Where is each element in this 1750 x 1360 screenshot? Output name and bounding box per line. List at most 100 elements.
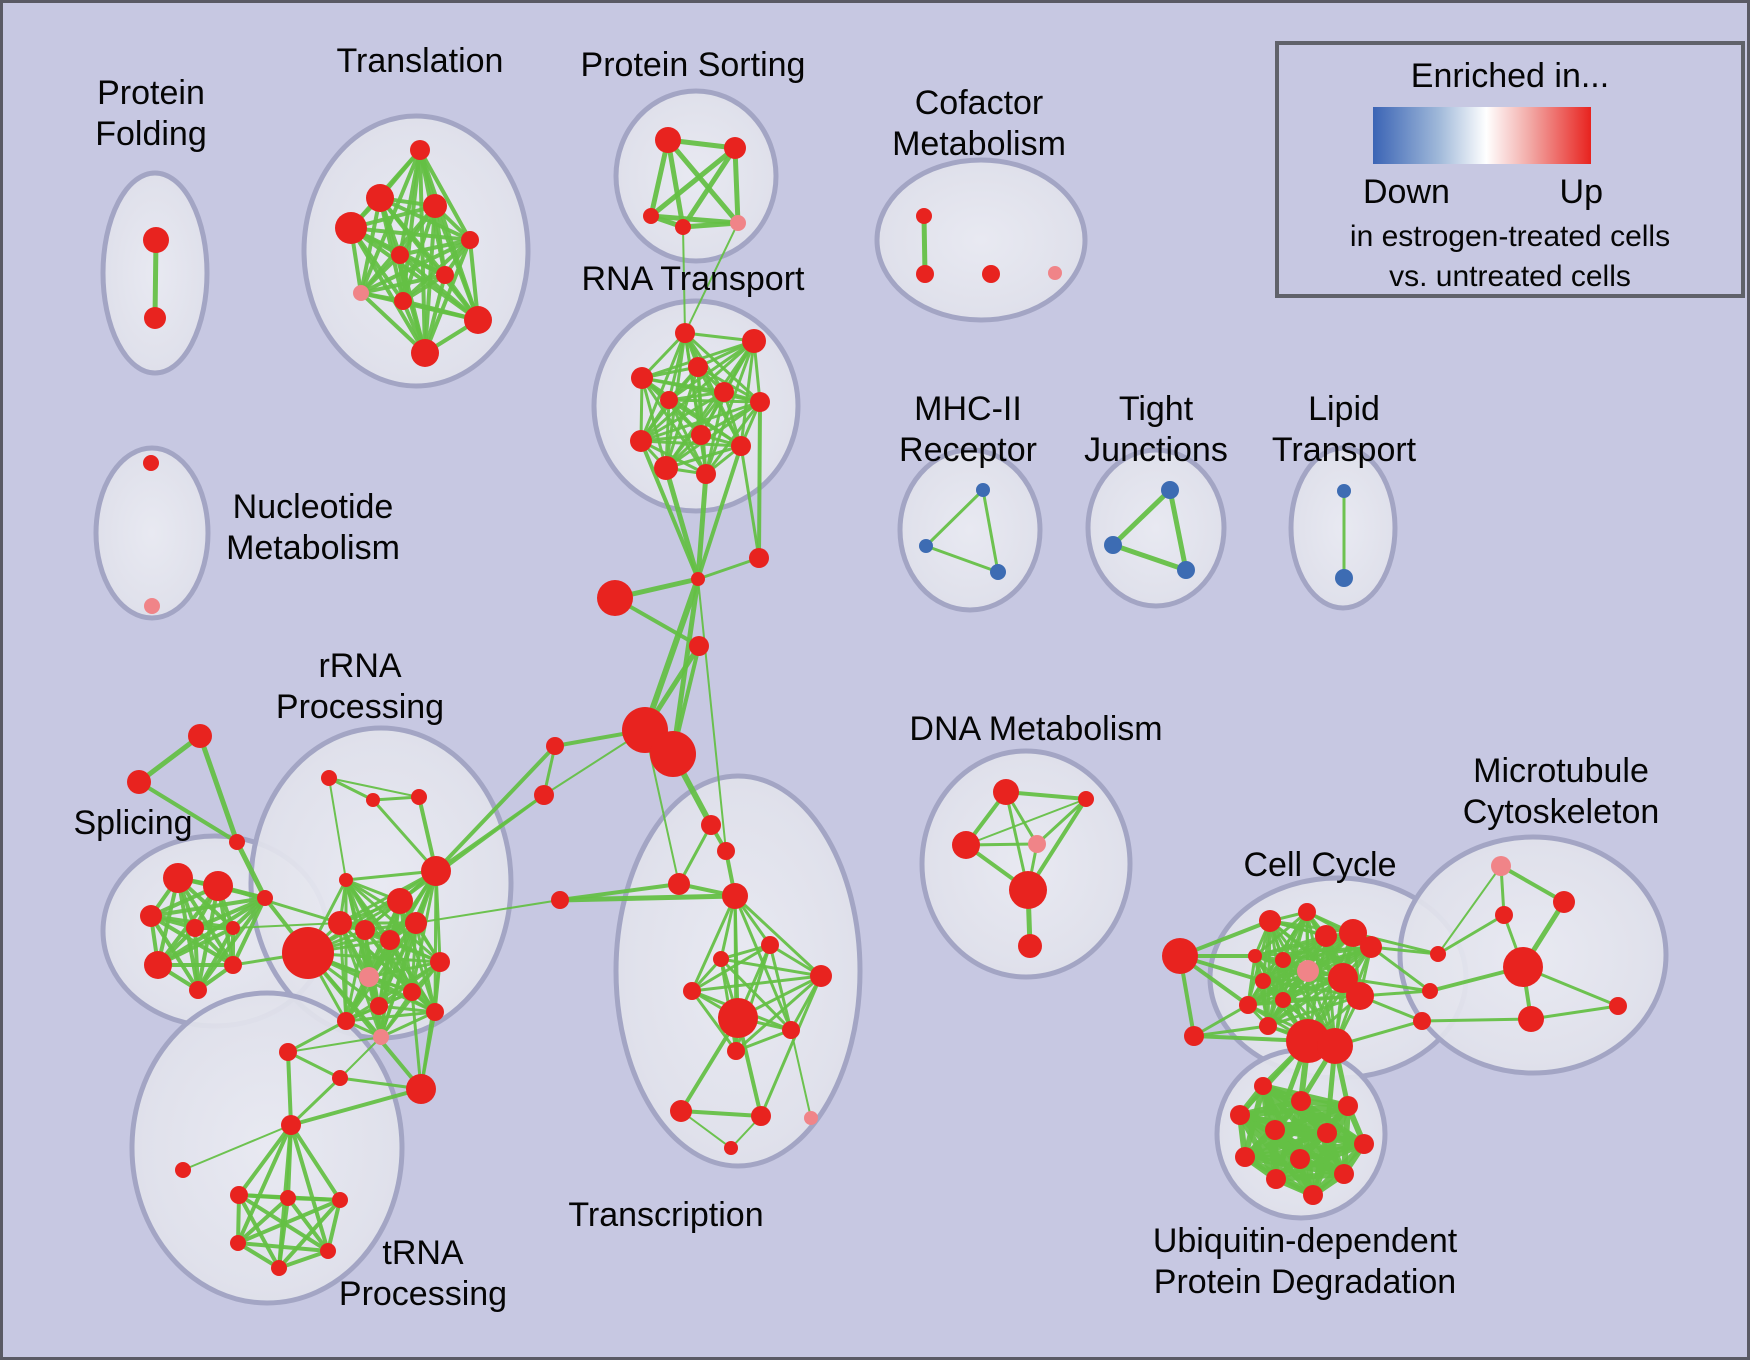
edge-U6-U9 <box>1273 1141 1367 1182</box>
edge-X0-X1 <box>136 733 203 785</box>
gene-set-node-T1 <box>366 184 394 212</box>
gene-set-node-L1 <box>1335 569 1353 587</box>
gene-set-node-TH5 <box>271 1260 287 1276</box>
edge-TX1-M0 <box>697 578 727 852</box>
edge-H0-H1 <box>924 488 985 548</box>
edge-TX6-TX7 <box>690 974 823 993</box>
edge-TH2-TH3 <box>236 1198 342 1245</box>
gene-set-node-N0 <box>143 455 159 471</box>
edge-T5-T9 <box>398 253 480 322</box>
edge-TC0-TH3 <box>236 1123 293 1245</box>
gene-set-node-TX8 <box>718 998 758 1038</box>
gene-set-node-CCL <box>1162 938 1198 974</box>
gene-set-node-MT1 <box>1553 891 1575 913</box>
edge-G24-G25 <box>344 1010 437 1023</box>
gene-set-node-X0 <box>188 724 212 748</box>
edge-A0-A1 <box>152 237 159 321</box>
edge-M8-TX3 <box>557 893 738 903</box>
gene-set-node-G15 <box>339 873 353 887</box>
gene-set-node-S5 <box>144 951 172 979</box>
edge-R11-M0 <box>695 471 709 582</box>
gene-set-node-R2 <box>688 357 708 377</box>
edge-CC7-CC11 <box>1246 969 1310 1007</box>
edge-TX7-TX10 <box>690 989 738 1053</box>
gene-set-node-P0 <box>655 127 681 153</box>
edge-TX5-TX6 <box>719 957 823 978</box>
edge-TH1-TH4 <box>286 1196 330 1253</box>
gene-set-node-D3 <box>1028 835 1046 853</box>
edge-P3-R0 <box>682 226 686 334</box>
edge-TH4-TH5 <box>277 1249 330 1270</box>
cluster-ellipse-mhc-ii-receptor <box>897 447 1043 613</box>
gene-set-node-R4 <box>660 391 678 409</box>
gene-set-node-R7 <box>691 425 711 445</box>
gene-set-node-M1 <box>749 548 769 568</box>
edge-R1-R8 <box>639 339 756 443</box>
gene-set-node-TH1 <box>280 1190 296 1206</box>
edge-S2-S8 <box>149 896 267 918</box>
gene-set-node-CC0 <box>1259 910 1281 932</box>
edge-R6-R8 <box>639 400 762 443</box>
edge-G11-G13 <box>371 798 438 873</box>
edge-R9-M1 <box>739 444 761 560</box>
gene-set-node-G24 <box>337 1012 355 1030</box>
edge-G15-G19 <box>344 878 418 925</box>
gene-set-node-CCr0 <box>1430 946 1446 962</box>
gene-set-node-M0 <box>691 572 705 586</box>
edge-R10-M0 <box>663 465 701 582</box>
edge-Y1-TC0 <box>289 1076 342 1127</box>
gene-set-node-C3 <box>1048 266 1062 280</box>
gene-set-node-S0 <box>163 863 193 893</box>
edge-R0-R8 <box>639 331 687 443</box>
edge-J0-J2 <box>1167 487 1189 573</box>
gene-set-node-G23 <box>370 997 388 1015</box>
gene-set-node-CCr1 <box>1422 983 1438 999</box>
edge-CC4-CCr1 <box>1369 945 1432 993</box>
gene-set-node-L0 <box>1337 484 1351 498</box>
gene-set-node-TX12 <box>751 1106 771 1126</box>
gene-set-node-TH0 <box>230 1186 248 1204</box>
gene-set-node-D0 <box>993 779 1019 805</box>
gene-set-node-TX2 <box>668 873 690 895</box>
gene-set-node-CCr2 <box>1413 1012 1431 1030</box>
edge-H1-H2 <box>924 544 1000 574</box>
gene-set-node-MT5 <box>1609 997 1627 1015</box>
gene-set-node-Y0 <box>279 1043 297 1061</box>
gene-set-node-U1 <box>1291 1091 1311 1111</box>
edge-G10-G12 <box>328 777 420 798</box>
edge-TC0-TH2 <box>289 1123 342 1202</box>
gene-set-node-TH4 <box>320 1243 336 1259</box>
edge-S3-S7 <box>193 926 200 992</box>
gene-set-node-G18 <box>380 930 400 950</box>
edge-TC0-TH4 <box>289 1123 330 1253</box>
gene-set-node-U0 <box>1254 1077 1272 1095</box>
gene-set-node-J2 <box>1177 561 1195 579</box>
gene-set-node-R0 <box>675 323 695 343</box>
edge-X0-X2 <box>197 733 240 845</box>
gene-set-node-T9 <box>464 306 492 334</box>
gene-set-node-T4 <box>461 231 479 249</box>
edge-TH1-TH3 <box>236 1196 290 1245</box>
gene-set-node-X1 <box>127 770 151 794</box>
gene-set-node-G12 <box>411 789 427 805</box>
gene-set-node-TX5 <box>713 951 729 967</box>
gene-set-node-M3 <box>689 636 709 656</box>
gene-set-node-U3 <box>1230 1105 1250 1125</box>
gene-set-node-J1 <box>1104 536 1122 554</box>
gene-set-node-U11 <box>1303 1185 1323 1205</box>
gene-set-node-G17 <box>328 911 352 935</box>
edge-MT0-MT1 <box>1499 864 1566 904</box>
gene-set-node-CC15 <box>1317 1028 1353 1064</box>
edge-T7-T10 <box>359 291 427 355</box>
edge-TH1-TH2 <box>286 1196 342 1202</box>
gene-set-node-CC10 <box>1346 982 1374 1010</box>
gene-set-node-A1 <box>144 307 166 329</box>
gene-set-node-M8 <box>551 891 569 909</box>
edge-D1-D2 <box>965 798 1087 846</box>
edge-Y0-TC0 <box>286 1050 293 1127</box>
edge-TH1-TH5 <box>277 1196 290 1270</box>
edge-TX3-TX7 <box>690 894 737 993</box>
gene-set-node-U6 <box>1354 1134 1374 1154</box>
edge-R8-M0 <box>639 439 700 581</box>
edge-MT4-MT5 <box>1529 1004 1620 1021</box>
